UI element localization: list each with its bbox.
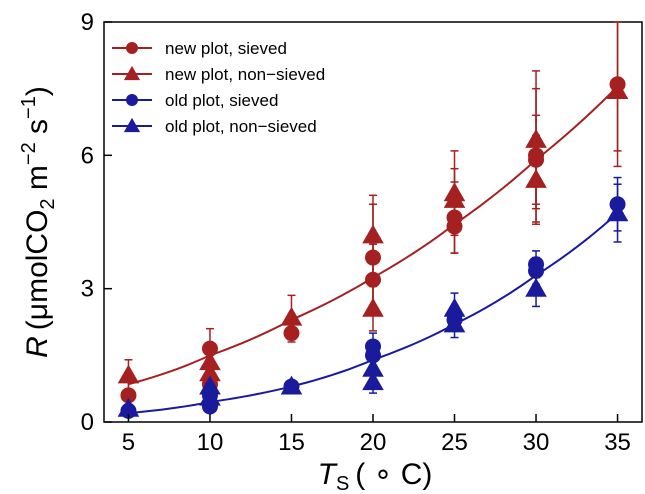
x-tick-label: 25 [441,429,468,456]
data-point-circle [120,387,137,404]
data-point-circle [126,94,138,106]
data-point-triangle [199,351,221,371]
legend-label: new plot, non−sieved [165,65,325,84]
x-tick-label: 5 [122,429,135,456]
data-point-circle [201,340,218,357]
x-axis-label: TS( ∘ C) [318,458,433,494]
data-point-triangle [117,364,140,384]
data-point-circle [528,151,545,168]
data-point-triangle [280,375,303,395]
data-point-triangle [606,202,629,222]
legend-label: old plot, sieved [165,91,278,110]
legend-label: new plot, sieved [165,39,287,58]
x-axis-ticks: 5 10 15 20 25 30 35 [122,414,631,456]
y-axis-ticks: 0 3 6 9 [81,9,112,436]
legend-label: old plot, non−sieved [165,117,317,136]
data-point-circle [446,218,463,235]
data-point-triangle [123,65,141,81]
data-point-circle [126,42,138,54]
y-tick-label: 9 [81,9,94,36]
data-point-triangle [362,371,384,391]
data-point-triangle [280,306,303,326]
data-point-triangle [443,297,466,317]
x-tick-label: 30 [523,429,550,456]
x-tick-label: 35 [604,429,631,456]
legend: new plot, sieved new plot, non−sieved old … [112,39,325,136]
data-point-circle [365,271,381,288]
y-axis-label: R(μmolCO2 m−2 s−1) [18,86,59,358]
x-tick-label: 10 [197,429,224,456]
data-point-triangle [525,277,547,297]
data-point-triangle [606,80,629,99]
data-point-triangle [362,357,384,377]
x-tick-label: 20 [360,429,387,456]
data-point-triangle [362,297,384,317]
y-tick-label: 0 [81,409,94,436]
data-point-triangle [443,313,466,333]
data-point-triangle [199,362,221,382]
data-point-triangle [123,117,141,133]
x-tick-label: 15 [278,429,305,456]
y-tick-label: 3 [81,276,94,303]
data-point-triangle [525,128,547,148]
data-point-triangle [199,386,221,406]
data-point-circle [365,347,381,364]
data-point-circle [283,325,300,342]
data-point-triangle [362,224,384,244]
data-point-circle [365,249,381,266]
data-point-circle [528,262,545,279]
data-point-triangle [525,168,547,188]
data-markers [117,76,629,419]
data-point-triangle [199,375,221,395]
data-point-triangle [443,188,466,208]
y-tick-label: 6 [81,142,94,169]
data-point-triangle [117,397,140,417]
